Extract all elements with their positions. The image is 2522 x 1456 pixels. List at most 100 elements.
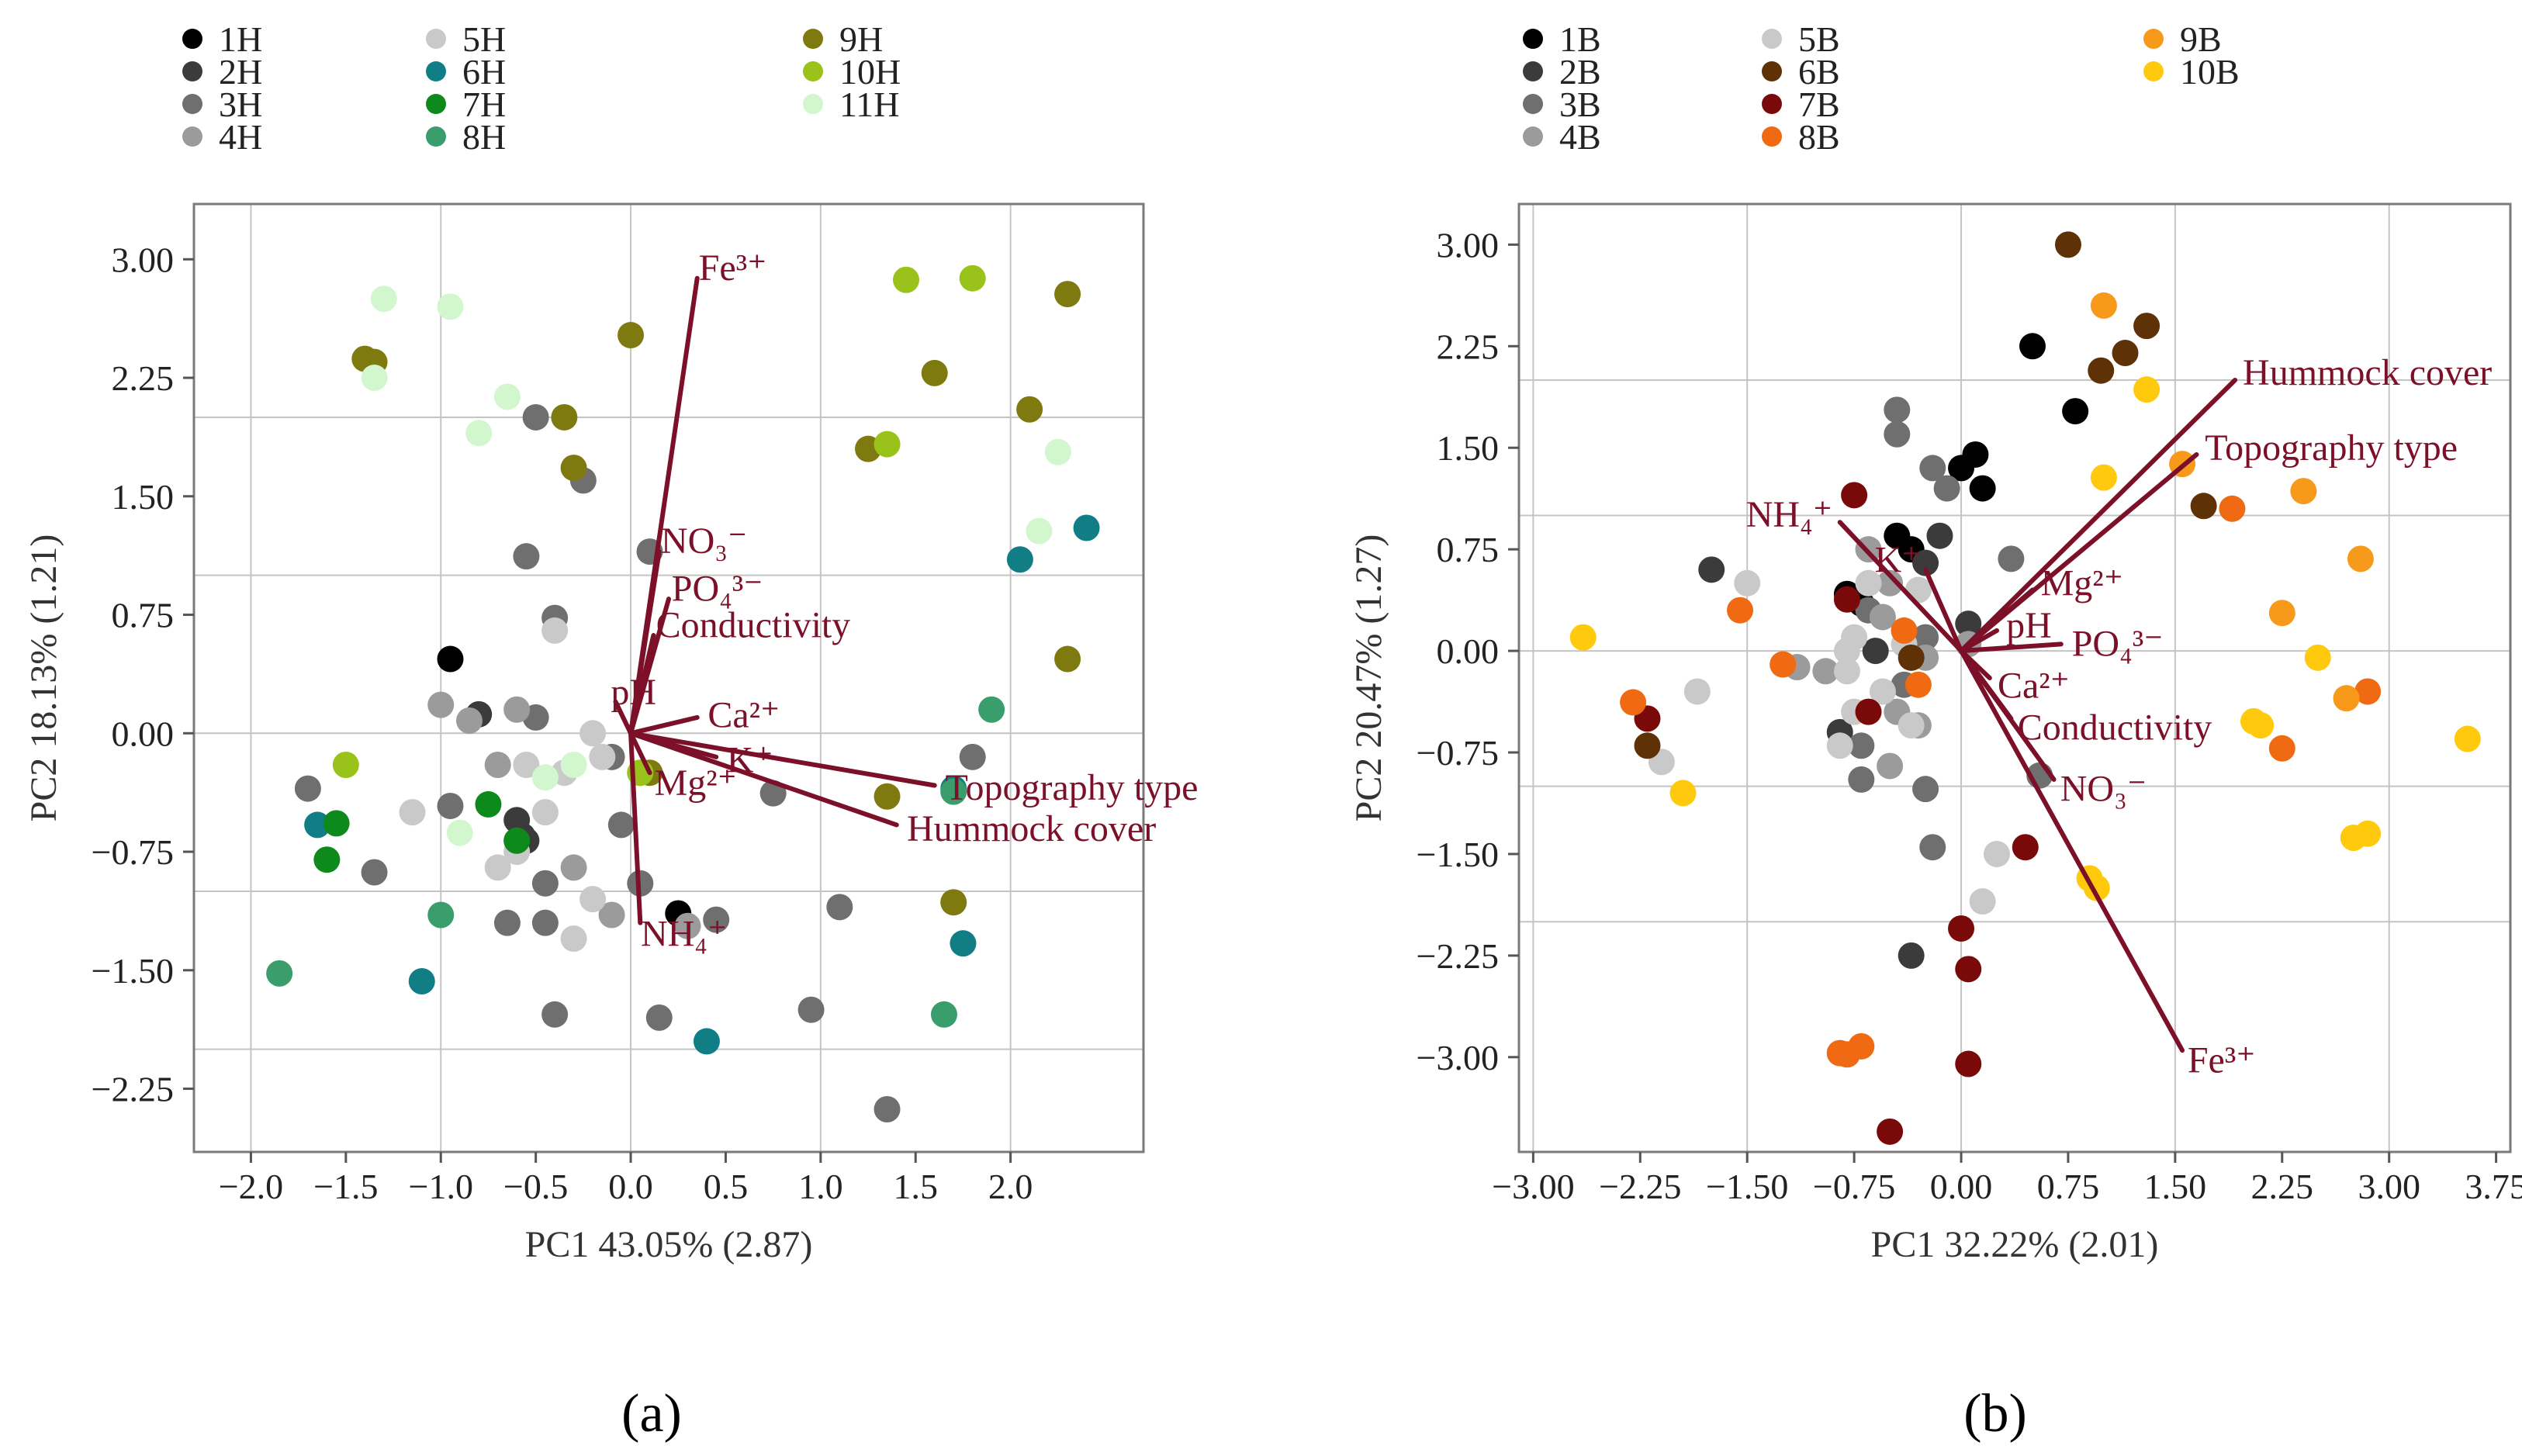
point-11H <box>370 285 397 313</box>
point-7H <box>323 810 350 837</box>
point-5H <box>484 854 511 881</box>
vector-label: NH₄⁺ <box>1746 494 1832 535</box>
point-3H <box>797 996 825 1023</box>
x-tick-label: 1.5 <box>893 1167 938 1206</box>
legend-marker-4H <box>182 126 202 147</box>
vector-label: Mg²⁺ <box>2041 562 2123 603</box>
point-6B <box>2133 313 2160 340</box>
legend-label-10B: 10B <box>2180 52 2240 92</box>
point-8B <box>1620 689 1647 716</box>
x-tick-label: −2.0 <box>219 1167 283 1206</box>
legend-marker-11H <box>803 94 823 114</box>
point-7B <box>1833 586 1860 613</box>
point-11H <box>1044 438 1071 465</box>
point-8B <box>1727 597 1754 624</box>
point-8B <box>1891 617 1918 644</box>
legend-marker-2H <box>182 61 202 81</box>
legend-label-5B: 5B <box>1798 19 1840 59</box>
point-3B <box>1919 834 1946 861</box>
point-10B <box>2454 725 2481 752</box>
vector-label: Hummock cover <box>907 808 1156 849</box>
point-10B <box>1569 624 1597 651</box>
point-3H <box>493 909 521 936</box>
point-6H <box>1073 514 1100 541</box>
point-11H <box>446 819 473 846</box>
point-6H <box>304 811 331 839</box>
point-4H <box>455 707 483 734</box>
point-10B <box>2090 464 2117 491</box>
point-6H <box>408 968 435 995</box>
point-9H <box>551 403 578 431</box>
point-5B <box>1683 678 1711 705</box>
point-6H <box>950 930 977 957</box>
point-7B <box>1841 482 1868 509</box>
point-8H <box>930 1001 957 1028</box>
y-tick-label: 1.50 <box>1437 428 1500 468</box>
legend-marker-7H <box>426 94 446 114</box>
point-7H <box>313 846 341 873</box>
y-tick-label: 2.25 <box>1437 327 1500 366</box>
point-3B <box>1848 732 1875 759</box>
point-4B <box>1877 569 1904 597</box>
point-10H <box>893 266 919 293</box>
panel-label: (b) <box>1963 1384 2027 1444</box>
point-9H <box>560 455 587 482</box>
y-tick-label: 3.00 <box>112 240 175 279</box>
legend-label-4H: 4H <box>219 117 262 157</box>
legend-marker-9H <box>803 29 823 49</box>
vector-label: Fe³⁺ <box>699 247 767 289</box>
point-4B <box>1877 752 1904 780</box>
point-1H <box>437 645 464 673</box>
legend-label-2B: 2B <box>1559 52 1601 92</box>
loading-vector <box>628 731 937 788</box>
x-tick-label: −1.5 <box>313 1167 378 1206</box>
point-8B <box>1770 651 1797 678</box>
vector-label: Topography type <box>2205 427 2458 469</box>
point-7B <box>1877 1118 1904 1145</box>
point-7B <box>2012 834 2039 861</box>
point-9H <box>874 783 901 810</box>
point-2B <box>1955 610 1982 638</box>
point-4B <box>1869 603 1896 631</box>
point-5B <box>1904 576 1932 603</box>
point-5H <box>579 886 607 913</box>
point-3H <box>531 909 559 936</box>
vector-label: PO₄³⁻ <box>672 569 763 610</box>
point-3H <box>531 870 559 897</box>
point-11H <box>560 752 587 779</box>
point-6H <box>693 1028 720 1055</box>
point-7H <box>503 827 531 854</box>
legend-marker-1B <box>1523 29 1543 49</box>
point-10B <box>1669 780 1697 807</box>
point-6B <box>1634 732 1661 759</box>
vector-label: Conductivity <box>656 604 851 645</box>
vector-label: NO₃⁻ <box>2060 768 2147 809</box>
point-3H <box>607 811 635 839</box>
loading-vector <box>628 731 899 828</box>
point-7H <box>475 790 502 818</box>
legend-marker-2B <box>1523 61 1543 81</box>
y-tick-label: −2.25 <box>1417 936 1499 976</box>
legend-label-9H: 9H <box>839 19 883 59</box>
point-2B <box>1698 556 1725 583</box>
point-10B <box>2240 707 2268 735</box>
point-10B <box>2304 644 2331 671</box>
point-3B <box>1884 396 1911 424</box>
point-8B <box>2219 495 2246 522</box>
point-9B <box>2347 545 2374 572</box>
x-tick-label: 0.0 <box>608 1167 653 1206</box>
point-2B <box>1898 942 1925 969</box>
point-3B <box>1998 545 2025 572</box>
vector-label: NO₃⁻ <box>661 520 747 562</box>
point-9H <box>1054 281 1081 308</box>
point-11H <box>531 764 559 791</box>
point-5B <box>1734 569 1761 597</box>
legend-marker-10B <box>2143 61 2164 81</box>
y-tick-label: 0.00 <box>112 714 175 753</box>
point-3H <box>645 1004 673 1031</box>
legend-label-3B: 3B <box>1559 85 1601 124</box>
point-10B <box>2133 376 2160 403</box>
x-axis-label: PC1 43.05% (2.87) <box>525 1224 813 1265</box>
point-5H <box>560 925 587 953</box>
legend-label-1B: 1B <box>1559 19 1601 59</box>
